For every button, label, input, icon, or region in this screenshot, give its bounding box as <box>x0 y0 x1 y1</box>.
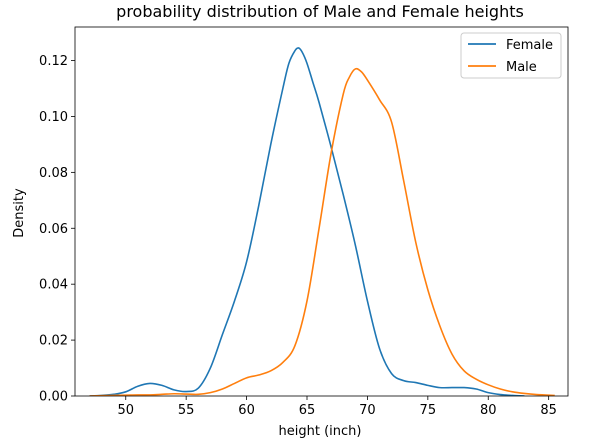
y-tick-label: 0.00 <box>39 390 68 405</box>
legend-label-female: Female <box>506 38 553 53</box>
y-tick-label: 0.10 <box>39 110 68 125</box>
y-tick-label: 0.08 <box>39 166 68 181</box>
x-tick-label: 75 <box>420 403 437 418</box>
x-tick-label: 55 <box>178 403 195 418</box>
y-axis-label: Density <box>12 188 27 238</box>
chart-title: probability distribution of Male and Fem… <box>116 2 524 21</box>
y-tick-label: 0.06 <box>39 222 68 237</box>
x-tick-label: 50 <box>117 403 134 418</box>
y-tick-label: 0.12 <box>39 54 68 69</box>
x-axis-label: height (inch) <box>279 424 362 439</box>
x-tick-label: 70 <box>359 403 376 418</box>
plot-frame <box>74 26 569 397</box>
legend-label-male: Male <box>506 60 537 75</box>
plot-area: 50 55 60 65 70 75 80 85 0.00 0.02 0.04 0.06 0.08 0.10… <box>39 26 569 418</box>
x-tick-label: 85 <box>540 403 557 418</box>
series-line-male <box>89 67 555 396</box>
y-tick-label: 0.02 <box>39 334 68 349</box>
x-tick-label: 80 <box>480 403 497 418</box>
y-tick-label: 0.04 <box>39 278 68 293</box>
x-tick-label: 65 <box>299 403 316 418</box>
x-tick-label: 60 <box>238 403 255 418</box>
series-line-female <box>89 47 525 396</box>
